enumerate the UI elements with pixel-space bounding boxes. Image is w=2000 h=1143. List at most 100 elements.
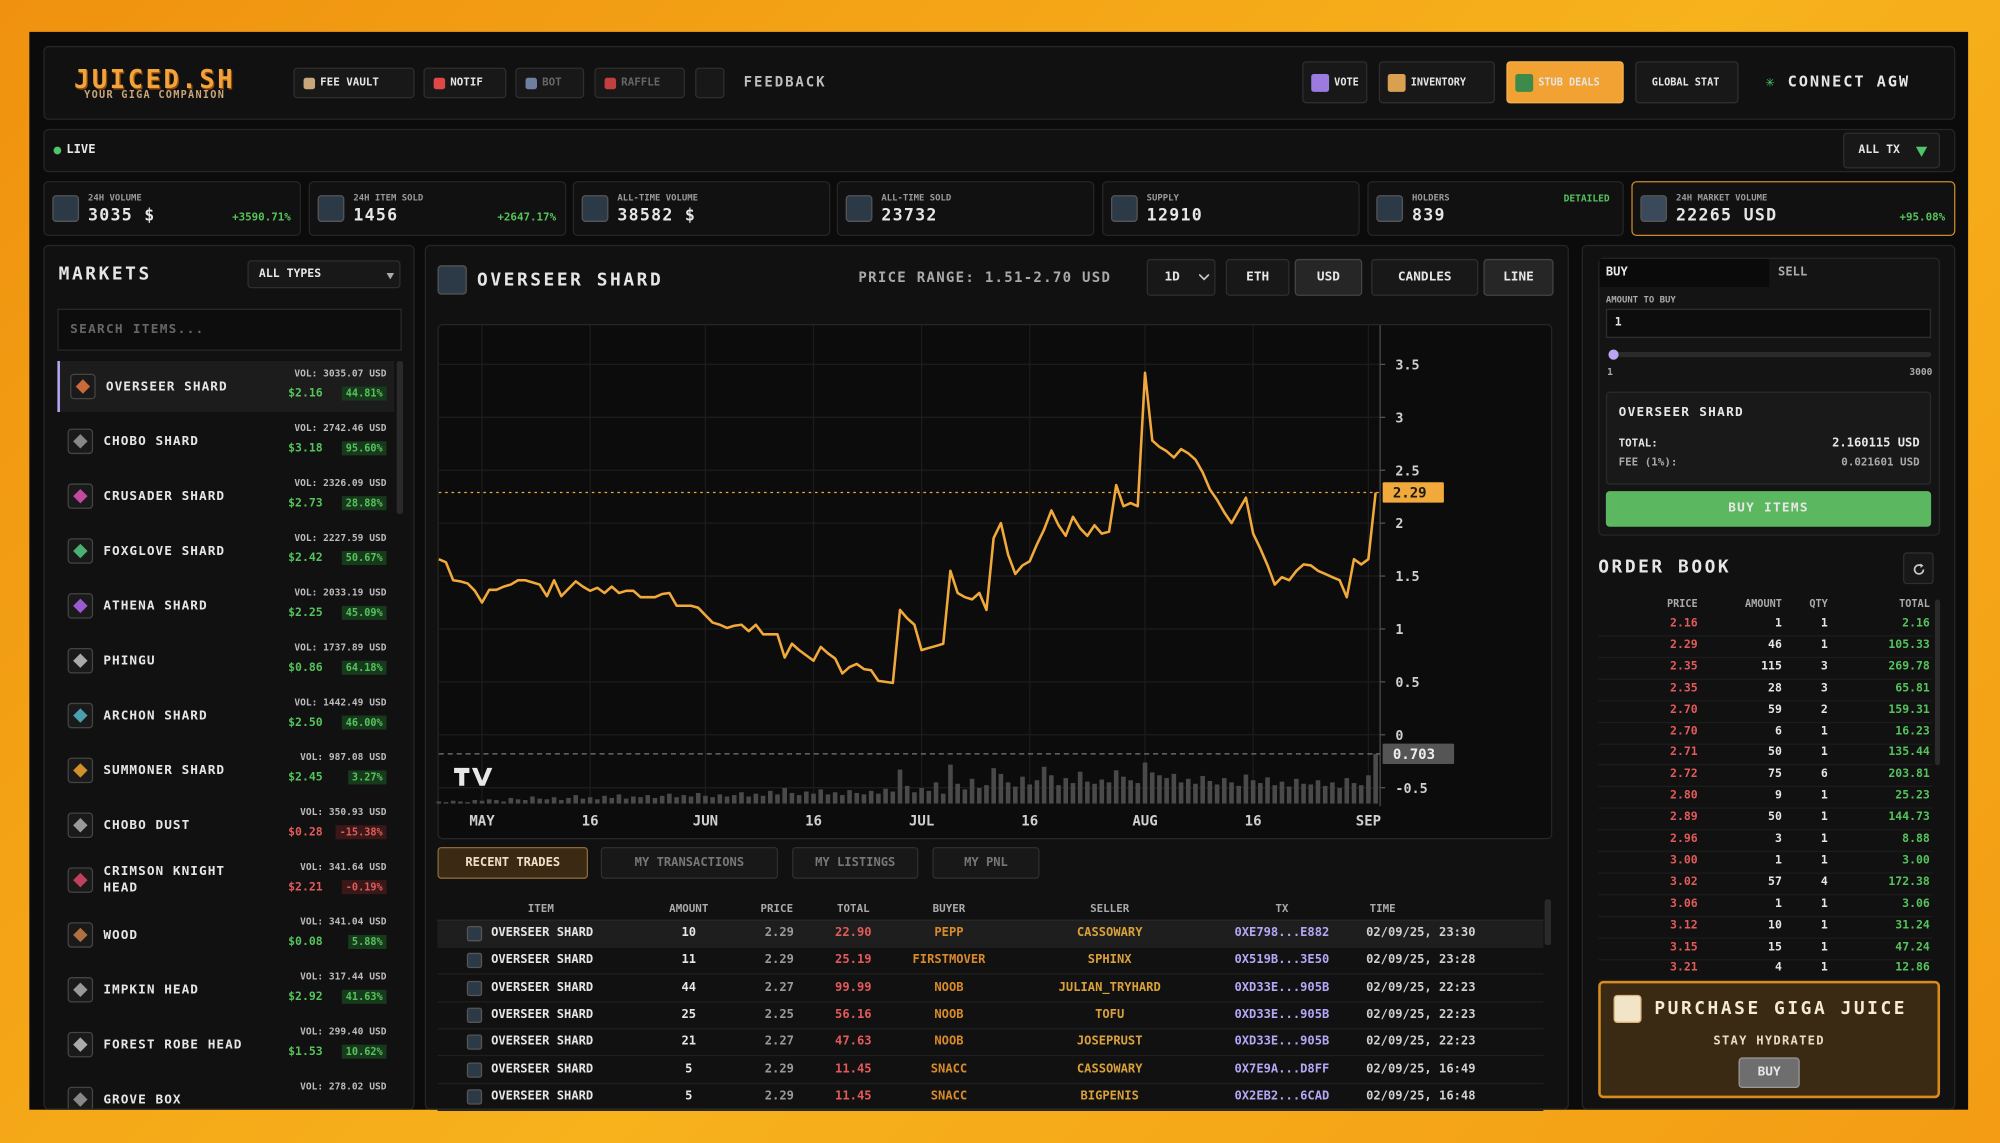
markets-panel: MARKETS ALL TYPES SEARCH ITEMS... OVERSE…	[43, 244, 415, 1110]
market-item[interactable]: FOREST ROBE HEAD VOL: 299.40 USD 10.62% $1.…	[57, 1019, 394, 1070]
stat-value: 839	[1411, 206, 1446, 226]
stat-link[interactable]: DETAILED	[1563, 192, 1610, 205]
action-button[interactable]: STUB DEALS	[1506, 61, 1624, 104]
order-book-row[interactable]	[1598, 701, 1933, 723]
trade-tab[interactable]: MY LISTINGS	[792, 846, 919, 879]
trade-item-icon	[466, 980, 483, 996]
order-book-row[interactable]	[1598, 960, 1933, 982]
market-item[interactable]: PHINGU VOL: 1737.89 USD 64.18% $0.86	[57, 635, 394, 686]
trade-tab[interactable]: RECENT TRADES	[437, 846, 589, 879]
refresh-button[interactable]	[1903, 552, 1934, 585]
buy-tab-label: BUY	[1605, 265, 1628, 280]
slider-track[interactable]	[1613, 352, 1932, 358]
market-icon	[67, 1031, 94, 1058]
nav-label: RAFFLE	[621, 76, 661, 90]
action-button[interactable]: GLOBAL STAT	[1635, 61, 1739, 104]
order-book-row[interactable]	[1598, 658, 1933, 680]
chart-control[interactable]: USD	[1294, 258, 1363, 296]
chart-control[interactable]: CANDLES	[1371, 258, 1479, 296]
order-book-row[interactable]	[1598, 615, 1933, 637]
order-book-cell: 203.81	[1888, 768, 1930, 781]
trade-row[interactable]	[437, 948, 1544, 975]
stat-change: +2647.17%	[497, 211, 557, 225]
trade-tab[interactable]: MY TRANSACTIONS	[600, 846, 779, 879]
market-item[interactable]: IMPKIN HEAD VOL: 317.44 USD 41.63% $2.92	[57, 964, 394, 1015]
connect-button[interactable]: ✳ CONNECT AGW	[1765, 72, 1911, 91]
trade-cell: 02/09/25, 23:28	[1366, 953, 1476, 968]
action-button[interactable]: VOTE	[1302, 61, 1368, 104]
order-book-row[interactable]	[1598, 873, 1933, 896]
market-item[interactable]: FOXGLOVE SHARD VOL: 2227.59 USD 50.67% $2.4…	[57, 526, 394, 577]
order-book-cell: 1	[1820, 811, 1828, 825]
sell-tab-label[interactable]: SELL	[1778, 265, 1808, 280]
market-icon-gem	[73, 434, 88, 449]
buy-tab[interactable]	[1599, 258, 1770, 287]
order-book-cell: 2.89	[1670, 811, 1698, 825]
trade-row[interactable]	[437, 1084, 1544, 1112]
action-button[interactable]: INVENTORY	[1378, 61, 1495, 104]
trade-row[interactable]	[437, 920, 1544, 948]
nav-button[interactable]: NOTIF	[423, 67, 507, 99]
nav-button[interactable]: RAFFLE	[594, 67, 685, 99]
market-volume: VOL: 2742.46 USD	[294, 422, 387, 434]
trade-cell: 0X2EB2...6CAD	[1234, 1089, 1330, 1104]
market-item[interactable]: CHOBO SHARD VOL: 2742.46 USD 95.60% $3.18	[57, 416, 394, 467]
market-item[interactable]: CHOBO DUST VOL: 350.93 USD -15.38% $0.28	[57, 800, 394, 851]
market-item[interactable]: WOOD VOL: 341.04 USD 5.88% $0.08	[57, 909, 394, 960]
order-book-row[interactable]	[1598, 787, 1933, 809]
market-price: $2.50	[288, 716, 323, 730]
trade-tab[interactable]: MY PNL	[932, 846, 1040, 879]
trade-row[interactable]	[437, 1057, 1544, 1084]
market-price: $3.18	[288, 442, 323, 456]
nav-button[interactable]: BOT	[515, 67, 585, 99]
order-book-row[interactable]	[1598, 679, 1933, 702]
chart-control[interactable]: 1D	[1146, 258, 1216, 296]
market-item[interactable]: CRIMSON KNIGHT HEAD VOL: 341.64 USD -0.19%…	[57, 855, 394, 906]
nav-button[interactable]: FEE VAULT	[293, 67, 415, 99]
order-book-row[interactable]	[1598, 938, 1933, 960]
trade-row[interactable]	[437, 1003, 1544, 1030]
trade-cell: 99.99	[835, 980, 872, 995]
order-book-row[interactable]	[1598, 766, 1933, 788]
order-book-row[interactable]	[1598, 830, 1933, 853]
logo[interactable]: JUICED.SH	[73, 63, 236, 95]
order-book-cell: 269.78	[1888, 660, 1930, 674]
market-icon-gem	[75, 379, 91, 394]
market-item[interactable]: OVERSEER SHARD VOL: 3035.07 USD 44.81% $2.1…	[57, 360, 395, 412]
slider-knob[interactable]	[1608, 349, 1619, 360]
chart-control-label: CANDLES	[1397, 270, 1452, 285]
trade-cell: 2.29	[764, 926, 794, 941]
tx-filter[interactable]: ALL TX	[1843, 132, 1941, 169]
promo-buy-button[interactable]: BUY	[1738, 1057, 1800, 1089]
market-volume: VOL: 299.40 USD	[300, 1025, 387, 1037]
chart-control[interactable]: LINE	[1483, 258, 1554, 296]
market-item[interactable]: ARCHON SHARD VOL: 1442.49 USD 46.00% $2.50	[57, 690, 394, 741]
type-filter[interactable]: ALL TYPES	[247, 260, 401, 289]
order-book-row[interactable]	[1598, 852, 1933, 874]
order-book-row[interactable]	[1598, 744, 1933, 766]
market-volume: VOL: 341.04 USD	[300, 915, 387, 928]
buy-items-button[interactable]: BUY ITEMS	[1605, 491, 1932, 527]
market-change: 50.67%	[341, 551, 387, 566]
order-book-row[interactable]	[1598, 636, 1933, 659]
chart-control[interactable]: ETH	[1225, 258, 1290, 296]
menu-button[interactable]	[695, 67, 725, 99]
total-label: TOTAL:	[1618, 437, 1658, 451]
market-item[interactable]: GROVE BOX VOL: 278.02 USD	[57, 1074, 394, 1109]
feedback-link[interactable]: FEEDBACK	[743, 73, 827, 91]
market-item[interactable]: CRUSADER SHARD VOL: 2326.09 USD 28.88% $2.7…	[57, 471, 394, 522]
amount-input[interactable]: 1	[1605, 308, 1932, 339]
market-item[interactable]: ATHENA SHARD VOL: 2033.19 USD 45.09% $2.25	[57, 580, 394, 631]
order-book-row[interactable]	[1598, 809, 1933, 831]
order-book-row[interactable]	[1598, 895, 1933, 917]
order-book-row[interactable]	[1598, 917, 1933, 939]
search-input[interactable]: SEARCH ITEMS...	[57, 308, 402, 351]
market-item[interactable]: SUMMONER SHARD VOL: 987.08 USD 3.27% $2.45	[57, 745, 394, 796]
trade-item-icon	[466, 1007, 483, 1024]
order-book-cell: 159.31	[1888, 703, 1930, 717]
trade-row[interactable]	[437, 1030, 1544, 1057]
order-book-row[interactable]	[1598, 723, 1933, 745]
trade-row[interactable]	[437, 975, 1544, 1003]
trade-cell: 0X519B...3E50	[1234, 953, 1330, 968]
trade-cell: 0X7E9A...D8FF	[1234, 1062, 1330, 1077]
